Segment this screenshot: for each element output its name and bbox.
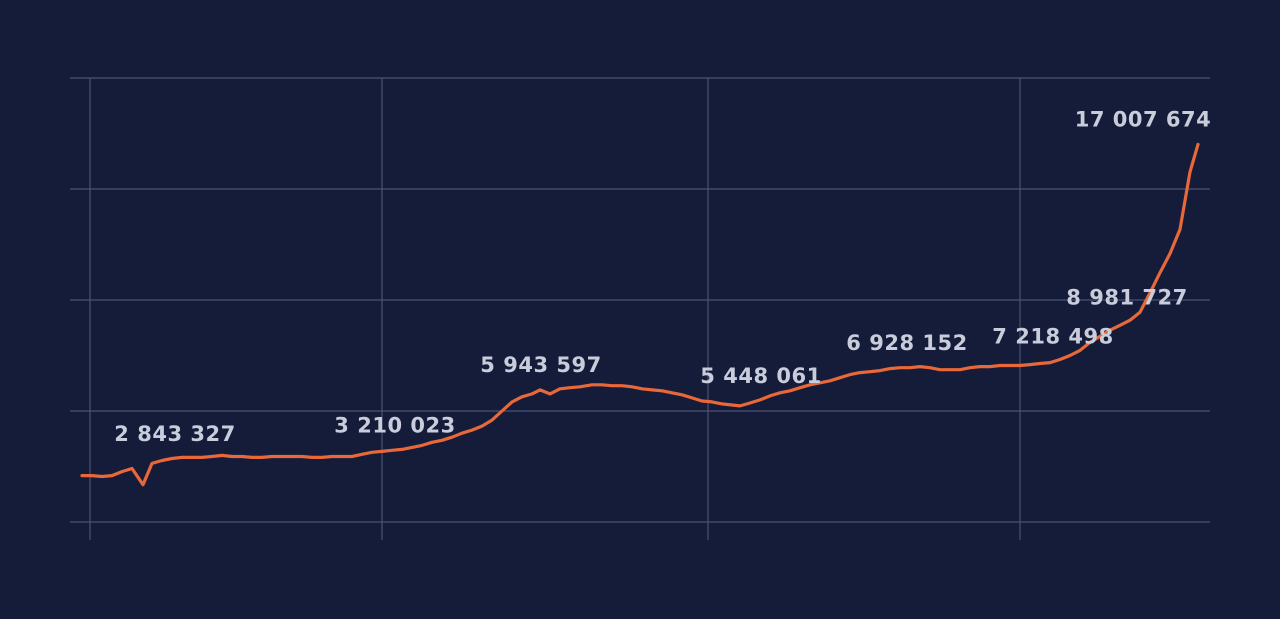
- data-label: 5 448 061: [700, 364, 821, 388]
- data-label: 6 928 152: [846, 331, 967, 355]
- line-series: [80, 142, 1200, 487]
- data-label: 7 218 498: [992, 325, 1113, 349]
- data-label: 8 981 727: [1066, 286, 1187, 310]
- data-label: 17 007 674: [1075, 107, 1212, 131]
- data-label: 3 210 023: [334, 414, 455, 438]
- data-label: 2 843 327: [114, 422, 235, 446]
- data-label: 5 943 597: [480, 353, 601, 377]
